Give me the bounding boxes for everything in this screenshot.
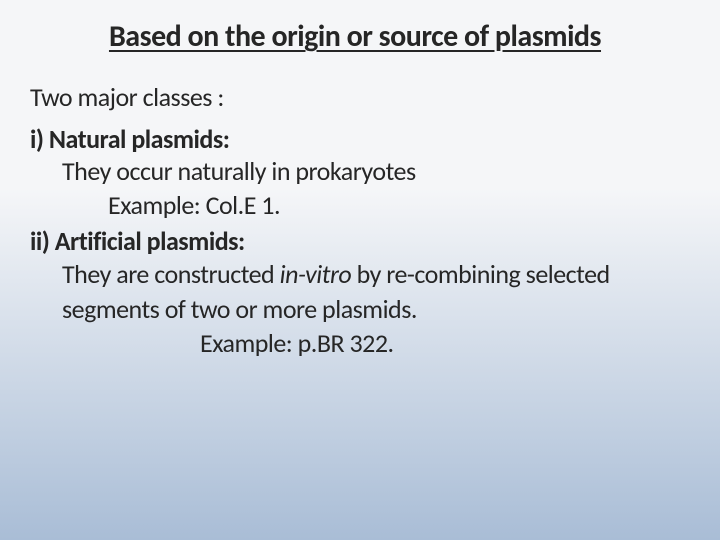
class-2-body-part1: They are constructed	[62, 258, 280, 290]
slide-container: Based on the origin or source of plasmid…	[0, 0, 720, 540]
class-1-heading: i) Natural plasmids:	[30, 123, 680, 155]
slide-title: Based on the origin or source of plasmid…	[30, 18, 680, 55]
class-2-heading: ii) Artificial plasmids:	[30, 225, 680, 257]
class-2-body: They are constructed in-vitro by re-comb…	[30, 257, 680, 327]
class-1-body: They occur naturally in prokaryotes	[30, 155, 680, 189]
intro-text: Two major classes :	[30, 81, 680, 113]
class-2-example: Example: p.BR 322.	[30, 327, 680, 359]
class-2-body-italic: in-vitro	[280, 258, 357, 290]
class-1-example: Example: Col.E 1.	[30, 189, 680, 221]
